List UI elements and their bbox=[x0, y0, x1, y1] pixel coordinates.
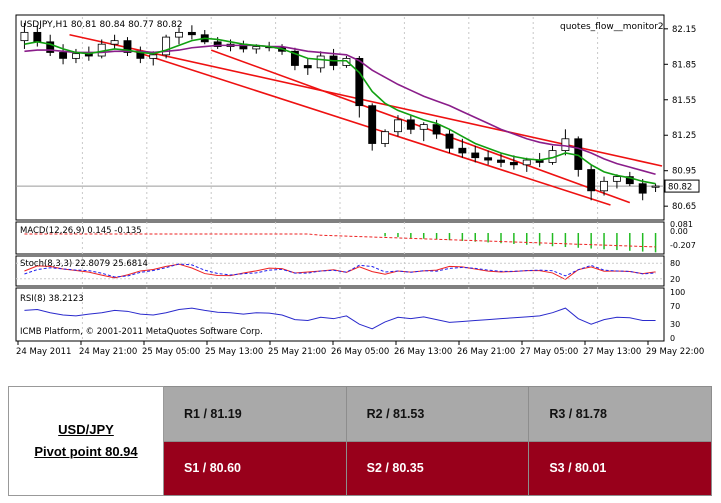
candle-body bbox=[600, 180, 608, 192]
candle-body bbox=[162, 36, 171, 56]
stoch-panel bbox=[15, 255, 665, 287]
y-tick-label: 82.15 bbox=[672, 25, 696, 35]
rsi-tick-label: 100 bbox=[670, 288, 685, 297]
candle-body bbox=[175, 31, 183, 38]
s3-cell: S3 / 80.01 bbox=[528, 440, 712, 496]
r2-cell: R2 / 81.53 bbox=[345, 386, 530, 442]
candle-body bbox=[484, 157, 493, 161]
current-price-label: 80.82 bbox=[668, 183, 692, 193]
candle-body bbox=[445, 133, 454, 149]
candle-body bbox=[149, 54, 158, 59]
candle-body bbox=[59, 52, 68, 59]
candle-body bbox=[651, 185, 660, 188]
candle-body bbox=[587, 169, 596, 192]
candle-body bbox=[303, 65, 312, 69]
macd-signal-line bbox=[24, 233, 656, 248]
rsi-tick-label: 30 bbox=[670, 320, 680, 329]
macd-tick-label: -0.207 bbox=[670, 241, 696, 250]
rsi-tick-label: 70 bbox=[670, 302, 680, 311]
candle-body bbox=[471, 152, 480, 159]
candle-body bbox=[522, 159, 531, 166]
indicator-name: quotes_flow__monitor2 bbox=[560, 22, 664, 32]
s1-cell: S1 / 80.60 bbox=[163, 440, 347, 496]
x-tick-label: 24 May 21:00 bbox=[79, 347, 137, 357]
x-tick-label: 26 May 13:00 bbox=[394, 347, 452, 357]
macd-label: MACD(12,26,9) 0.145 -0.135 bbox=[20, 226, 142, 236]
candle-body bbox=[406, 119, 415, 130]
candle-body bbox=[123, 40, 132, 53]
s2-cell: S2 / 80.35 bbox=[345, 440, 530, 496]
pivot-point-label: Pivot point 80.94 bbox=[34, 444, 138, 459]
x-tick-label: 27 May 05:00 bbox=[520, 347, 578, 357]
candle-body bbox=[394, 119, 402, 133]
candle-body bbox=[342, 57, 351, 66]
macd-tick-label: 0.081 bbox=[670, 220, 693, 229]
candle-body bbox=[355, 57, 364, 107]
candle-body bbox=[33, 31, 42, 43]
x-tick-label: 26 May 21:00 bbox=[457, 347, 515, 357]
macd-tick-label: 0.00 bbox=[670, 227, 688, 236]
candle-body bbox=[432, 124, 441, 135]
x-tick-label: 25 May 13:00 bbox=[205, 347, 263, 357]
copyright-text: ICMB Platform, © 2001-2011 MetaQuotes So… bbox=[20, 327, 263, 337]
pair-label: USD/JPY bbox=[58, 422, 114, 437]
candle-body bbox=[561, 138, 570, 152]
stoch-tick-label: 80 bbox=[670, 259, 680, 268]
candle-body bbox=[46, 41, 55, 53]
candle-body bbox=[368, 105, 377, 144]
symbol-header: USDJPY,H1 80.81 80.84 80.77 80.82 bbox=[20, 20, 182, 30]
r1-cell: R1 / 81.19 bbox=[163, 386, 347, 442]
r3-cell: R3 / 81.78 bbox=[528, 386, 712, 442]
candle-body bbox=[290, 50, 299, 66]
candle-body bbox=[497, 159, 505, 163]
stoch-label: Stoch(8,3,3) 22.8079 25.6814 bbox=[20, 259, 148, 269]
candle-body bbox=[20, 31, 29, 42]
rsi-line bbox=[24, 307, 656, 330]
pivot-title-cell: USD/JPY Pivot point 80.94 bbox=[8, 386, 164, 496]
stoch-tick-label: 20 bbox=[670, 275, 680, 284]
candle-body bbox=[419, 124, 428, 130]
y-tick-label: 81.55 bbox=[672, 96, 696, 106]
x-tick-label: 25 May 05:00 bbox=[142, 347, 200, 357]
candle-body bbox=[252, 46, 261, 50]
candle-body bbox=[509, 162, 518, 166]
candle-body bbox=[612, 176, 621, 182]
x-tick-label: 25 May 21:00 bbox=[268, 347, 326, 357]
main-panel bbox=[15, 14, 665, 221]
y-tick-label: 80.65 bbox=[672, 202, 696, 212]
candle-body bbox=[381, 131, 390, 144]
x-tick-label: 26 May 05:00 bbox=[331, 347, 389, 357]
rsi-label: RSI(8) 38.2123 bbox=[20, 294, 84, 304]
stoch-signal-line bbox=[24, 263, 656, 278]
candle-body bbox=[72, 53, 80, 59]
y-tick-label: 81.25 bbox=[672, 131, 696, 141]
x-tick-label: 24 May 2011 bbox=[16, 347, 71, 357]
rsi-tick-label: 0 bbox=[670, 334, 675, 343]
candle-body bbox=[638, 183, 647, 194]
current-price-box bbox=[664, 179, 700, 193]
candle-body bbox=[625, 176, 634, 185]
candle-body bbox=[187, 31, 196, 36]
x-tick-label: 27 May 13:00 bbox=[583, 347, 641, 357]
y-tick-label: 81.85 bbox=[672, 60, 696, 70]
candle-body bbox=[316, 55, 325, 69]
pivot-table: USD/JPY Pivot point 80.94 R1 / 81.19 R2 … bbox=[8, 386, 712, 496]
ma-green-line bbox=[24, 37, 656, 185]
y-tick-label: 80.95 bbox=[672, 167, 696, 177]
candle-body bbox=[458, 147, 467, 154]
candle-body bbox=[213, 41, 222, 47]
candle-body bbox=[110, 40, 119, 45]
x-tick-label: 29 May 22:00 bbox=[646, 347, 704, 357]
